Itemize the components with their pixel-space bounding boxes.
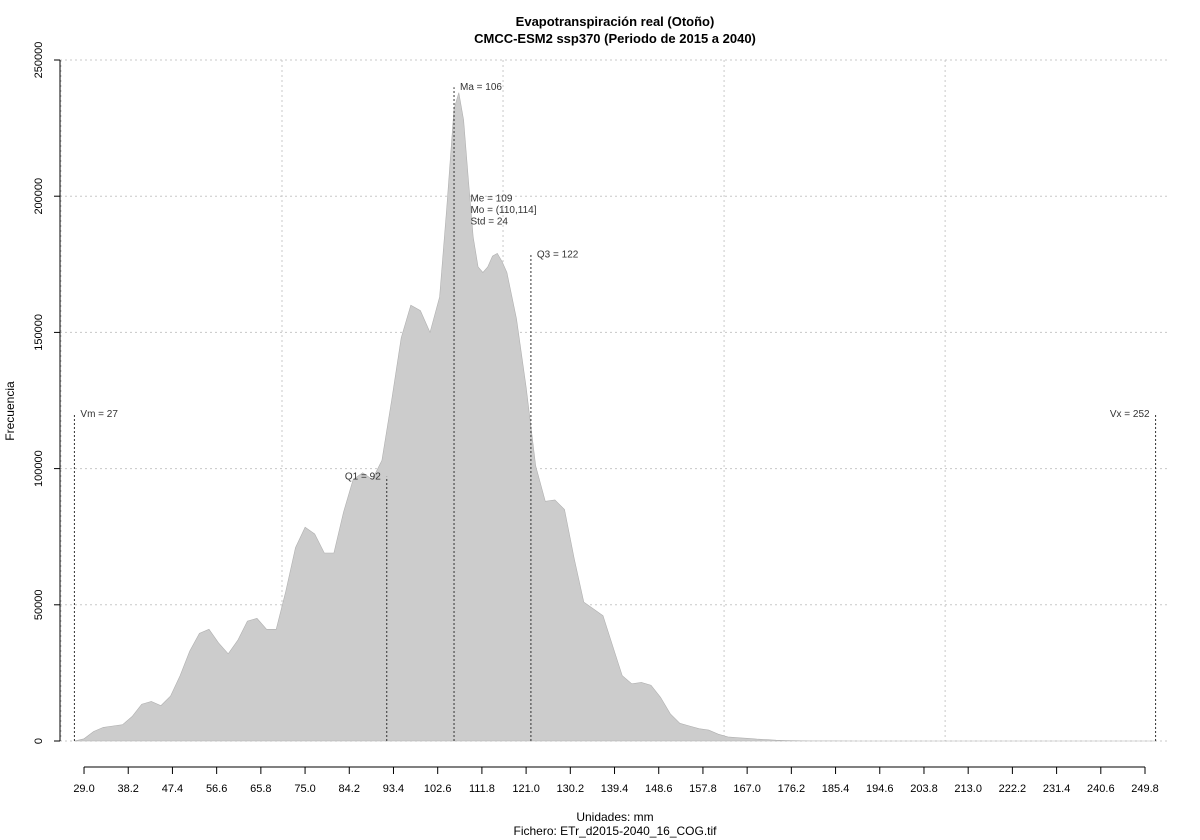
x-tick-label: 203.8: [910, 783, 938, 795]
x-tick-label: 213.0: [954, 783, 982, 795]
x-tick-label: 75.0: [294, 783, 315, 795]
y-tick-label: 100000: [33, 450, 45, 487]
x-tick-label: 38.2: [118, 783, 139, 795]
marker-label-q1: Q1 = 92: [345, 471, 381, 482]
x-tick-label: 130.2: [557, 783, 585, 795]
stats-label: Mo = (110,114]: [470, 205, 536, 216]
chart-subtitle: CMCC-ESM2 ssp370 (Periodo de 2015 a 2040…: [474, 31, 756, 46]
x-tick-label: 222.2: [999, 783, 1027, 795]
marker-label-q3: Q3 = 122: [537, 249, 579, 260]
y-tick-label: 50000: [33, 590, 45, 621]
x-tick-label: 56.6: [206, 783, 227, 795]
x-tick-label: 157.8: [689, 783, 717, 795]
y-tick-label: 200000: [33, 178, 45, 215]
x-tick-label: 102.6: [424, 783, 452, 795]
x-tick-label: 29.0: [73, 783, 94, 795]
x-tick-label: 176.2: [778, 783, 806, 795]
x-tick-label: 240.6: [1087, 783, 1115, 795]
x-tick-label: 167.0: [733, 783, 761, 795]
y-tick-label: 0: [33, 738, 45, 744]
x-axis-label: Unidades: mm: [576, 810, 654, 824]
x-tick-label: 47.4: [162, 783, 183, 795]
marker-label-vx: Vx = 252: [1110, 409, 1150, 420]
frequency-area: [74, 92, 1156, 742]
y-tick-label: 150000: [33, 314, 45, 351]
x-tick-label: 185.4: [822, 783, 850, 795]
x-tick-label: 111.8: [469, 783, 495, 795]
chart-title: Evapotranspiración real (Otoño): [515, 14, 715, 29]
y-tick-label: 250000: [33, 42, 45, 79]
x-tick-label: 194.6: [866, 783, 894, 795]
marker-label-vm: Vm = 27: [80, 409, 118, 420]
x-tick-label: 84.2: [339, 783, 360, 795]
file-name-footer: Fichero: ETr_d2015-2040_16_COG.tif: [513, 824, 717, 838]
marker-label-ma: Ma = 106: [460, 82, 502, 93]
x-tick-label: 249.8: [1131, 783, 1159, 795]
x-tick-label: 148.6: [645, 783, 673, 795]
x-tick-label: 65.8: [250, 783, 271, 795]
stats-label: Me = 109: [470, 194, 512, 205]
x-tick-label: 93.4: [383, 783, 404, 795]
x-tick-label: 231.4: [1043, 783, 1071, 795]
x-tick-label: 139.4: [601, 783, 629, 795]
x-tick-label: 121.0: [512, 783, 540, 795]
stats-label: Std = 24: [470, 217, 508, 228]
